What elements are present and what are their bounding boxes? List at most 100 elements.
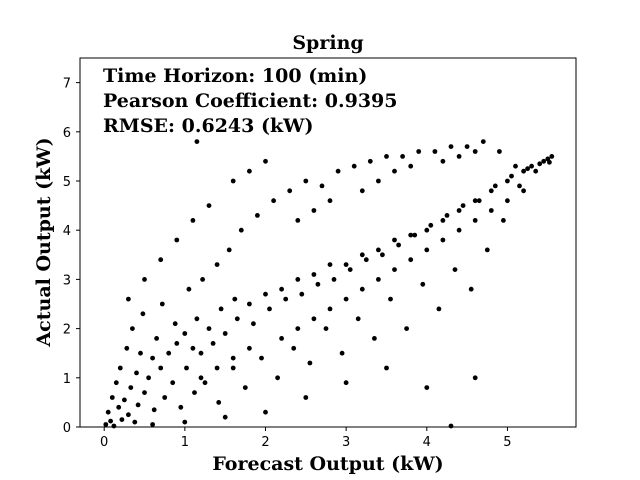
- data-point: [154, 336, 160, 341]
- data-point: [420, 281, 426, 287]
- annotation-rmse: RMSE: 0.6243 (kW): [103, 115, 313, 137]
- y-tick-label: 5: [63, 175, 71, 190]
- data-point: [448, 144, 454, 150]
- data-point: [299, 291, 305, 297]
- data-point: [424, 247, 430, 253]
- data-point: [533, 168, 539, 174]
- data-point: [170, 380, 176, 386]
- data-point: [295, 326, 301, 331]
- data-point: [319, 183, 325, 189]
- data-point: [448, 423, 454, 429]
- data-point: [117, 365, 123, 371]
- data-point: [376, 178, 381, 184]
- data-point: [505, 198, 510, 204]
- data-point: [186, 286, 192, 292]
- y-tick-label: 6: [63, 126, 71, 141]
- data-point: [192, 390, 197, 395]
- data-point: [150, 422, 156, 427]
- data-point: [279, 286, 284, 292]
- data-point: [255, 213, 260, 218]
- data-point: [513, 163, 518, 169]
- data-point: [279, 336, 284, 341]
- data-point: [327, 198, 333, 204]
- scatter-points: [103, 139, 555, 429]
- data-point: [440, 218, 446, 223]
- data-point: [174, 237, 180, 243]
- data-point: [432, 149, 438, 154]
- data-point: [452, 267, 458, 272]
- data-point: [263, 409, 268, 415]
- data-point: [214, 262, 220, 267]
- data-point: [206, 203, 212, 209]
- data-point: [384, 365, 389, 371]
- data-point: [484, 247, 490, 253]
- x-tick-label: 0: [100, 435, 108, 450]
- data-point: [307, 360, 313, 366]
- data-point: [125, 296, 131, 302]
- data-point: [242, 385, 248, 390]
- data-point: [303, 178, 309, 184]
- data-point: [247, 301, 252, 307]
- data-point: [359, 188, 365, 194]
- data-point: [315, 281, 321, 287]
- data-point: [150, 355, 156, 361]
- data-point: [222, 331, 228, 336]
- data-point: [476, 198, 482, 204]
- data-point: [105, 409, 111, 415]
- data-point: [218, 306, 224, 312]
- data-point: [480, 139, 486, 145]
- data-point: [472, 198, 478, 204]
- y-tick-label: 1: [63, 372, 71, 387]
- data-point: [456, 154, 462, 159]
- data-point: [259, 355, 264, 361]
- data-point: [331, 277, 337, 282]
- data-point: [111, 423, 117, 429]
- data-point: [327, 262, 333, 267]
- data-point: [251, 321, 256, 327]
- data-point: [122, 397, 127, 403]
- data-point: [295, 277, 301, 282]
- data-point: [128, 385, 134, 390]
- data-point: [130, 326, 135, 331]
- data-point: [190, 218, 196, 223]
- data-point: [488, 208, 494, 213]
- x-tick-label: 2: [261, 435, 269, 450]
- data-point: [125, 412, 131, 418]
- data-point: [392, 267, 397, 272]
- data-point: [238, 227, 244, 233]
- x-tick-label: 3: [342, 435, 350, 450]
- data-point: [283, 296, 289, 302]
- data-point: [194, 316, 200, 322]
- data-point: [230, 365, 236, 371]
- data-point: [295, 218, 301, 223]
- data-point: [521, 168, 526, 174]
- data-point: [210, 341, 216, 346]
- data-point: [472, 375, 478, 381]
- data-point: [151, 407, 157, 413]
- data-point: [436, 306, 442, 312]
- data-point: [138, 350, 143, 356]
- data-point: [388, 296, 393, 302]
- data-point: [492, 183, 498, 189]
- y-tick-label: 7: [63, 77, 71, 92]
- x-axis-label: Forecast Output (kW): [212, 453, 443, 475]
- data-point: [497, 149, 502, 154]
- y-tick-label: 4: [63, 224, 71, 239]
- data-point: [376, 277, 381, 282]
- data-point: [404, 326, 409, 331]
- data-point: [178, 404, 184, 410]
- data-point: [184, 365, 189, 371]
- data-point: [472, 218, 478, 223]
- data-point: [311, 208, 317, 213]
- data-point: [182, 419, 188, 425]
- data-point: [162, 395, 168, 400]
- data-point: [547, 159, 552, 165]
- data-point: [142, 277, 147, 282]
- data-point: [440, 158, 446, 164]
- x-tick-label: 4: [423, 435, 431, 450]
- data-point: [267, 306, 272, 312]
- data-point: [367, 158, 373, 164]
- data-point: [428, 222, 434, 228]
- data-point: [146, 375, 152, 381]
- data-point: [247, 168, 252, 174]
